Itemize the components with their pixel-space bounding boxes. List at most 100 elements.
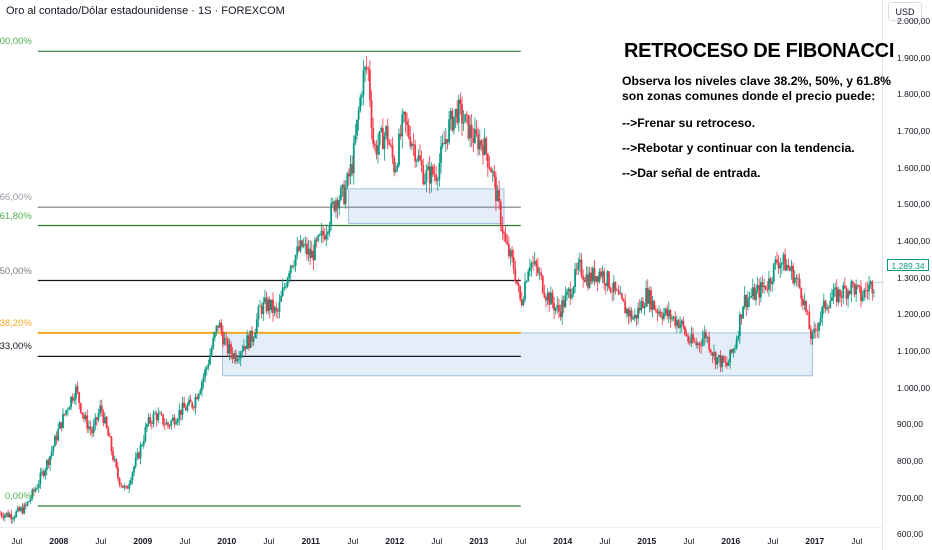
candle-body-118: [189, 399, 192, 403]
candle-body-538: [868, 284, 870, 292]
candle-body-229: [369, 69, 371, 101]
candle-body-368: [593, 267, 596, 282]
candle-body-292: [470, 124, 473, 138]
candle-body-427: [688, 341, 691, 344]
candle-body-5: [7, 512, 9, 518]
candle-body-94: [150, 423, 153, 425]
candle-body-40: [63, 413, 66, 415]
candle-body-98: [157, 413, 160, 421]
candle-body-204: [328, 224, 331, 233]
candle-body-346: [558, 304, 560, 312]
candle-body-126: [202, 376, 205, 382]
time-tick: Jul: [95, 536, 107, 546]
candle-body-503: [811, 332, 814, 339]
candle-body-173: [278, 301, 281, 312]
candle-body-208: [335, 200, 337, 211]
candle-body-188: [302, 244, 305, 247]
candle-body-39: [62, 413, 64, 428]
candle-body-147: [236, 359, 239, 362]
candle-body-297: [478, 140, 481, 150]
candle-body-328: [528, 267, 531, 272]
candle-body-216: [348, 173, 350, 177]
candle-body-63: [100, 405, 103, 412]
candle-body-512: [826, 307, 828, 310]
candle-body-213: [343, 184, 345, 205]
candle-body-517: [834, 287, 837, 290]
candle-body-267: [430, 166, 433, 184]
candle-body-245: [394, 168, 397, 173]
candle-body-89: [142, 440, 145, 446]
candle-body-376: [606, 271, 609, 286]
candle-body-189: [304, 243, 307, 245]
candle-body-483: [779, 264, 782, 269]
candle-body-491: [792, 265, 795, 284]
candle-body-317: [511, 250, 513, 258]
candle-body-445: [717, 355, 720, 358]
candle-body-437: [705, 332, 707, 339]
candle-body-451: [727, 362, 730, 366]
candle-body-452: [729, 349, 732, 363]
candle-body-254: [409, 136, 412, 147]
candle-body-375: [604, 283, 607, 286]
candle-body-287: [462, 121, 465, 124]
candle-body-253: [407, 125, 410, 137]
candle-body-75: [120, 484, 123, 486]
candle-body-382: [616, 290, 618, 291]
candle-body-392: [632, 318, 635, 320]
candle-body-281: [453, 116, 455, 131]
candle-body-323: [520, 299, 523, 306]
candle-body-101: [162, 414, 165, 425]
candle-body-405: [653, 300, 656, 310]
candle-body-242: [390, 144, 392, 146]
candle-body-78: [125, 485, 127, 488]
candle-body-349: [562, 300, 565, 308]
candle-body-163: [262, 302, 265, 314]
candle-body-523: [843, 285, 846, 289]
candle-body-360: [580, 259, 583, 277]
candle-body-92: [147, 417, 150, 425]
candle-body-455: [734, 348, 736, 350]
candle-body-300: [483, 138, 486, 155]
candle-body-521: [840, 296, 843, 298]
fib-label-5: 33,00%: [0, 341, 32, 353]
candle-body-225: [362, 70, 365, 96]
candle-body-172: [276, 310, 279, 312]
candle-body-31: [49, 456, 51, 465]
candle-body-359: [579, 259, 581, 263]
candle-body-252: [406, 121, 408, 126]
candle-body-294: [474, 129, 476, 143]
candle-body-202: [325, 233, 328, 240]
candle-body-76: [121, 485, 124, 488]
candle-body-49: [78, 392, 81, 404]
candle-body-534: [861, 296, 864, 301]
candle-body-404: [651, 300, 654, 310]
candle-body-282: [454, 108, 457, 117]
candle-body-279: [449, 110, 452, 120]
candle-body-185: [297, 246, 300, 251]
candle-body-99: [159, 413, 161, 415]
time-axis-border: [0, 527, 882, 528]
candle-body-345: [556, 304, 559, 308]
candle-body-472: [761, 282, 764, 288]
currency-button[interactable]: USD: [888, 2, 922, 21]
candle-body-194: [312, 250, 315, 261]
candle-body-301: [485, 138, 488, 154]
candle-body-421: [679, 323, 681, 328]
candle-body-418: [674, 316, 677, 326]
candle-body-82: [131, 472, 134, 481]
candle-body-161: [259, 306, 261, 307]
candle-body-526: [848, 290, 851, 294]
candle-body-304: [490, 168, 492, 173]
candle-body-0: [0, 513, 1, 515]
candle-body-155: [249, 330, 252, 349]
candle-body-32: [50, 451, 53, 457]
candle-body-441: [711, 352, 714, 356]
candle-body-335: [540, 272, 543, 276]
candle-body-333: [537, 266, 539, 273]
candle-body-290: [467, 114, 470, 139]
candle-body-70: [112, 451, 114, 461]
candle-body-180: [289, 265, 292, 274]
candle-body-436: [703, 332, 706, 339]
candle-body-358: [577, 262, 580, 270]
